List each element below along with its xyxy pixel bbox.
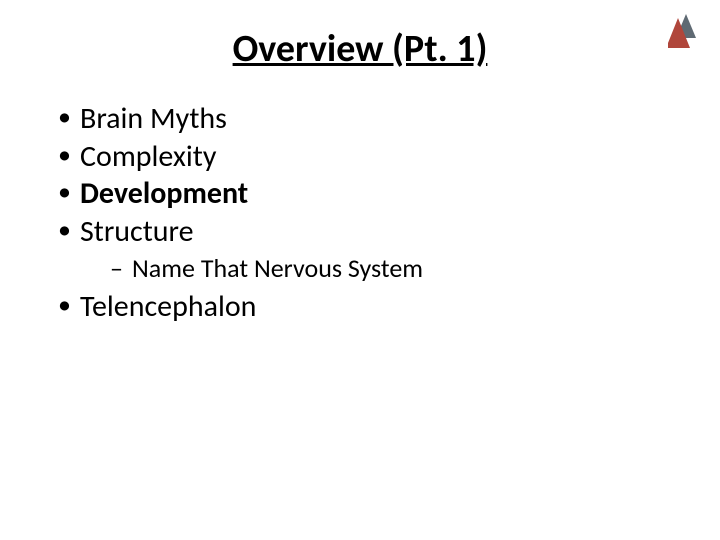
slide: Overview (Pt. 1) Brain Myths Complexity …	[0, 0, 720, 540]
bullet-text: Brain Myths	[80, 100, 227, 137]
bullet-item: Structure Name That Nervous System	[58, 213, 680, 286]
logo-icon	[668, 14, 696, 48]
bullet-text: Structure	[80, 213, 194, 250]
bullet-text: Complexity	[80, 138, 216, 175]
sub-bullet-text: Name That Nervous System	[132, 252, 423, 284]
bullet-list: Brain Myths Complexity Development Struc…	[40, 100, 680, 325]
bullet-item: Development	[58, 175, 680, 213]
bullet-item: Telencephalon	[58, 288, 680, 326]
bullet-item: Brain Myths	[58, 100, 680, 138]
bullet-item: Complexity	[58, 138, 680, 176]
slide-title: Overview (Pt. 1)	[40, 26, 680, 72]
bullet-text: Telencephalon	[80, 288, 256, 325]
sub-bullet-list: Name That Nervous System	[80, 252, 680, 286]
bullet-text: Development	[80, 175, 248, 212]
sub-bullet-item: Name That Nervous System	[110, 252, 680, 286]
